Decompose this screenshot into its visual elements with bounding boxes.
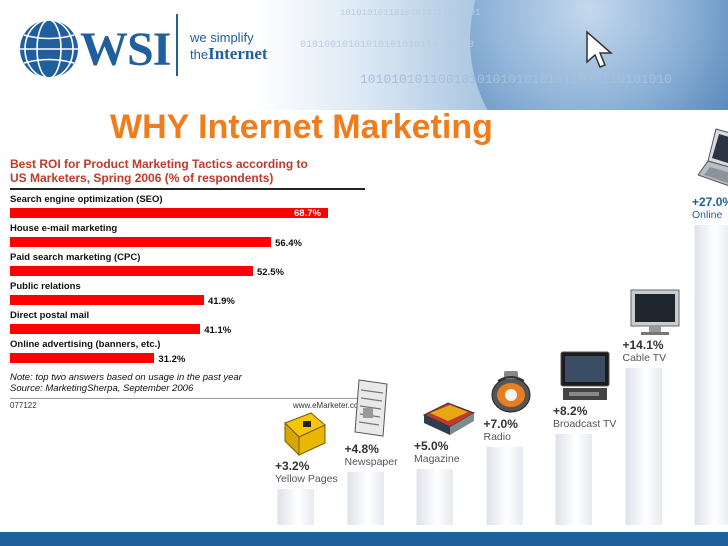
growth-value-label: +8.2% <box>553 403 588 418</box>
bar-value-label: 52.5% <box>257 267 284 278</box>
yellow-pages-book-icon <box>281 409 327 462</box>
bar-category-label: Online advertising (banners, etc.) <box>10 339 161 350</box>
roi-item: Online advertising (banners, etc.) 31.2% <box>10 339 365 368</box>
cable-tv-monitor-icon <box>629 288 681 341</box>
growth-value-label: +4.8% <box>344 441 379 456</box>
media-label: Magazine <box>414 453 460 466</box>
emarketer-link[interactable]: www.eMarketer.com <box>292 401 365 410</box>
magazine-stack-icon <box>420 397 478 442</box>
growth-value-label: +5.0% <box>414 439 449 454</box>
media-label: Radio <box>483 431 511 444</box>
roi-bars: Search engine optimization (SEO) 68.7% Hou… <box>10 194 365 368</box>
logo-wordmark: WSI <box>80 23 171 76</box>
growth-value-label: +14.1% <box>622 338 664 353</box>
bar-value-label: 56.4% <box>275 238 302 249</box>
media-label: Newspaper <box>344 455 398 468</box>
laptop-icon <box>697 127 728 198</box>
bar-value-label: 41.9% <box>207 296 235 307</box>
roi-bar <box>10 208 328 218</box>
growth-column <box>555 433 592 525</box>
radio-icon <box>490 369 532 420</box>
chart-note: Note: top two answers based on usage in … <box>10 372 242 394</box>
growth-value-label: +27.0% <box>692 195 728 209</box>
binary-decoration: 10101010110101010101010101 <box>340 8 481 18</box>
tagline-line1: we simplify <box>190 30 254 45</box>
roi-bar-chart: Best ROI for Product Marketing Tactics a… <box>10 157 365 413</box>
roi-bar <box>10 324 201 334</box>
roi-item: Public relations 41.9% <box>10 281 365 310</box>
roi-item: House e-mail marketing 56.4% <box>10 223 365 252</box>
media-label: Online <box>692 209 723 221</box>
globe-logo-icon <box>20 19 78 79</box>
bar-category-label: Paid search marketing (CPC) <box>10 252 141 263</box>
tagline-line2: theInternet <box>190 44 268 63</box>
bar-category-label: House e-mail marketing <box>10 223 118 234</box>
bottom-strip <box>0 532 728 546</box>
growth-value-label: +3.2% <box>275 459 310 474</box>
growth-column <box>485 447 523 525</box>
binary-decoration: 01010010101010101010110101010 <box>300 40 475 51</box>
growth-column <box>624 368 662 525</box>
media-label: Yellow Pages <box>275 473 338 486</box>
chart-title: Best ROI for Product Marketing Tactics a… <box>10 157 308 185</box>
bar-value-label: 41.1% <box>204 325 232 336</box>
tagline: we simplify theInternet <box>190 30 268 63</box>
roi-bar <box>10 266 253 276</box>
roi-bar <box>10 237 272 247</box>
bar-value-label: 31.2% <box>158 354 186 365</box>
roi-item: Paid search marketing (CPC) 52.5% <box>10 252 365 281</box>
roi-item: Direct postal mail 41.1% <box>10 310 365 339</box>
bar-value-label: 68.7% <box>294 208 321 219</box>
page-title: WHY Internet Marketing <box>110 108 493 146</box>
chart-code: 077122 <box>10 401 37 410</box>
bar-category-label: Direct postal mail <box>10 310 90 321</box>
bar-category-label: Search engine optimization (SEO) <box>10 194 163 205</box>
header-banner: 10101010110101010101010101 0101001010101… <box>0 0 728 110</box>
newspaper-icon <box>351 378 391 445</box>
chart-rule <box>10 188 365 190</box>
media-label: Broadcast TV <box>553 417 617 430</box>
roi-item: Search engine optimization (SEO) 68.7% <box>10 194 365 223</box>
mouse-cursor-icon <box>586 30 613 68</box>
growth-column <box>346 471 384 525</box>
growth-value-label: +7.0% <box>483 417 518 432</box>
wsi-logo[interactable]: WSI <box>18 18 188 82</box>
bar-category-label: Public relations <box>10 281 81 292</box>
growth-column <box>277 489 314 525</box>
growth-column <box>694 225 728 525</box>
logo-divider <box>176 14 178 76</box>
chart-footer: 077122 www.eMarketer.com <box>10 398 365 413</box>
broadcast-tv-icon <box>559 350 613 407</box>
growth-column <box>416 469 453 525</box>
roi-bar <box>10 353 155 363</box>
media-growth-chart: Yellow Pages +3.2% Newspaper +4.8% Magazine +… <box>265 128 728 525</box>
media-label: Cable TV <box>622 352 667 365</box>
binary-decoration: 1010101011001010101010101011010110101010 <box>360 72 673 87</box>
roi-bar <box>10 295 204 305</box>
